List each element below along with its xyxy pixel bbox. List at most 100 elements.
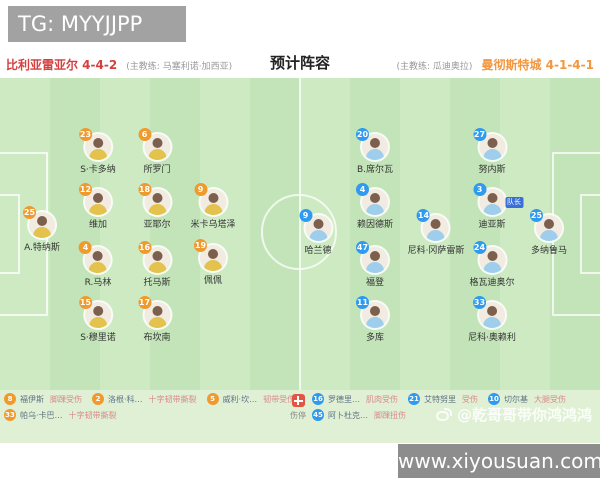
player-avatar: 4 — [355, 183, 388, 215]
player-avatar: 27 — [472, 128, 505, 160]
injury-status: 大腿受伤 — [534, 394, 566, 404]
away-player[interactable]: 4 赖因德斯 — [355, 183, 394, 230]
away-player[interactable]: 24 格瓦迪奥尔 — [469, 241, 515, 288]
injury-row: 16 罗德里… 肌肉受伤 21 艾特努里 受伤 10 切尔基 大腿受伤 — [312, 393, 598, 405]
home-player[interactable]: 17 布坎南 — [137, 296, 171, 343]
player-number-badge: 9 — [193, 183, 207, 196]
site-watermark: www.xiyousuan.com — [398, 444, 600, 478]
home-player[interactable]: 15 S·穆里诺 — [78, 296, 116, 343]
player-name: 赖因德斯 — [356, 220, 394, 230]
player-number-badge: 24 — [472, 241, 486, 254]
away-player[interactable]: 14 尼科·冈萨雷斯 — [407, 209, 465, 256]
away-player[interactable]: 47 福登 — [356, 241, 388, 288]
player-name: 哈兰德 — [304, 246, 332, 256]
home-coach: (主教练: 马塞利诺·加西亚) — [126, 62, 233, 72]
away-player[interactable]: 9 哈兰德 — [298, 209, 332, 256]
player-avatar: 23 — [78, 128, 111, 160]
player-avatar: 17 — [137, 296, 170, 328]
player-number-badge: 47 — [356, 241, 369, 254]
injury-item: 33 帕乌·卡巴… 十字韧带撕裂 — [4, 409, 117, 421]
player-avatar: 15 — [78, 296, 111, 328]
player-name: 维加 — [88, 220, 107, 230]
player-number-badge: 27 — [472, 128, 486, 141]
away-player[interactable]: 33 尼科·奥赖利 — [468, 296, 516, 343]
home-player[interactable]: 4 R.马林 — [78, 241, 111, 288]
player-avatar: 47 — [356, 241, 388, 273]
away-team-name[interactable]: 曼彻斯特城 4-1-4-1 — [481, 58, 594, 72]
injury-item: 21 艾特努里 受伤 — [408, 393, 478, 405]
injury-item: 5 威利·坎… 韧带受伤 — [206, 393, 296, 405]
player-name: 努内斯 — [478, 165, 506, 175]
player-number-badge: 23 — [78, 128, 92, 141]
injury-player-name: 威利·坎… — [222, 394, 258, 404]
player-avatar: 6 — [137, 128, 170, 160]
player-name: 布坎南 — [143, 333, 171, 343]
player-number-badge: 19 — [194, 239, 207, 252]
injury-player-name: 帕乌·卡巴… — [20, 410, 63, 420]
goal-area-left — [0, 194, 20, 274]
player-name: 米卡乌塔泽 — [190, 220, 236, 230]
player-number-badge: 14 — [417, 209, 430, 222]
player-name: 尼科·冈萨雷斯 — [407, 246, 465, 256]
home-player[interactable]: 19 佩佩 — [194, 239, 226, 286]
player-number-badge: 16 — [137, 241, 151, 254]
header: 预计阵容 比利亚雷亚尔 4-4-2 (主教练: 马塞利诺·加西亚) (主教练: … — [0, 48, 600, 74]
injury-player-number: 16 — [312, 393, 324, 405]
center-circle — [261, 194, 337, 270]
injury-player-number: 5 — [206, 393, 219, 405]
player-name: B.席尔瓦 — [356, 165, 394, 175]
page-title: 预计阵容 — [269, 54, 330, 72]
home-player[interactable]: 9 米卡乌塔泽 — [190, 183, 236, 230]
away-player[interactable]: 3 队长 迪亚斯 — [472, 183, 523, 230]
injury-row: 8 福伊斯 脚踝受伤 2 洛根·科… 十字韧带撕裂 5 威利·坎… 韧带受伤 — [4, 393, 295, 405]
away-player[interactable]: 11 多库 — [356, 296, 388, 343]
player-name: 亚耶尔 — [143, 220, 171, 230]
away-coach: (主教练: 瓜迪奥拉) — [396, 62, 473, 72]
first-aid-icon — [291, 394, 305, 407]
injury-status: 脚踝扭伤 — [374, 410, 406, 420]
football-pitch: 25 A.特纳斯 23 S·卡多纳 12 维加 4 R.马林 15 S·穆里诺 6 所罗门 18 亚耶尔 1… — [0, 78, 600, 390]
injury-divider-label: 伤停 — [290, 411, 306, 420]
player-avatar: 16 — [137, 241, 170, 273]
player-avatar: 20 — [355, 128, 388, 160]
player-avatar: 24 — [472, 241, 505, 273]
player-number-badge: 4 — [78, 241, 92, 254]
injury-status: 十字韧带撕裂 — [68, 410, 117, 420]
player-name: S·卡多纳 — [80, 165, 116, 175]
home-player[interactable]: 18 亚耶尔 — [137, 183, 171, 230]
away-player[interactable]: 25 多纳鲁马 — [529, 209, 568, 256]
away-player[interactable]: 27 努内斯 — [472, 128, 506, 175]
injury-player-number: 45 — [312, 409, 324, 421]
player-avatar: 9 — [298, 209, 331, 241]
home-player[interactable]: 6 所罗门 — [137, 128, 171, 175]
player-number-badge: 18 — [137, 183, 151, 196]
home-player[interactable]: 16 托马斯 — [137, 241, 171, 288]
injury-status: 受伤 — [462, 394, 478, 404]
home-injury-list: 8 福伊斯 脚踝受伤 2 洛根·科… 十字韧带撕裂 5 威利·坎… 韧带受伤 33 帕乌·卡巴… 十字… — [4, 393, 295, 421]
player-name: 尼科·奥赖利 — [468, 333, 516, 343]
weibo-icon — [435, 408, 452, 421]
home-player[interactable]: 12 维加 — [79, 183, 111, 230]
player-name: 多纳鲁马 — [530, 246, 568, 256]
injury-player-number: 21 — [408, 393, 420, 405]
player-number-badge: 12 — [79, 183, 92, 196]
injury-player-number: 2 — [92, 393, 104, 405]
home-player[interactable]: 25 A.特纳斯 — [23, 206, 60, 253]
injury-player-name: 罗德里… — [328, 394, 360, 404]
player-name: 所罗门 — [143, 165, 171, 175]
home-player[interactable]: 23 S·卡多纳 — [78, 128, 116, 175]
home-team-name[interactable]: 比利亚雷亚尔 4-4-2 — [6, 58, 118, 72]
injury-row: 33 帕乌·卡巴… 十字韧带撕裂 — [4, 409, 286, 421]
away-team-header: (主教练: 瓜迪奥拉) 曼彻斯特城 4-1-4-1 — [392, 54, 594, 73]
away-player[interactable]: 20 B.席尔瓦 — [355, 128, 394, 175]
away-injury-list: 16 罗德里… 肌肉受伤 21 艾特努里 受伤 10 切尔基 大腿受伤 45 阿卜杜克… 脚踝扭伤 — [312, 393, 598, 421]
player-avatar: 25 — [529, 209, 562, 241]
injury-status: 韧带受伤 — [263, 394, 296, 404]
player-number-badge: 4 — [355, 183, 369, 196]
player-avatar: 9 — [193, 183, 226, 215]
home-team-header: 比利亚雷亚尔 4-4-2 (主教练: 马塞利诺·加西亚) — [6, 54, 236, 73]
player-avatar: 18 — [137, 183, 170, 215]
player-number-badge: 17 — [137, 296, 151, 309]
injury-player-name: 艾特努里 — [424, 394, 456, 404]
player-name: 多库 — [365, 333, 384, 343]
